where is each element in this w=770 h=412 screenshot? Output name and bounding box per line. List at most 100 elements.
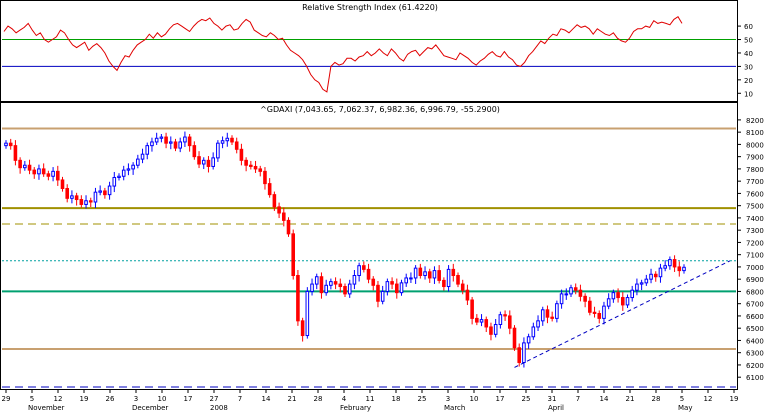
candle-body — [201, 159, 206, 165]
candle-body — [13, 145, 18, 161]
candle-body — [404, 277, 409, 284]
candle-body — [84, 200, 88, 205]
candle-body — [385, 281, 390, 292]
candle-body — [493, 324, 498, 335]
price-tick-label: 6700 — [746, 301, 764, 309]
candle-body — [644, 278, 649, 284]
candle-body — [267, 183, 272, 196]
candle-body — [630, 289, 635, 299]
candle-body — [456, 275, 460, 285]
candle-body — [23, 164, 27, 169]
candle-body — [390, 281, 394, 285]
x-day-label: 14 — [262, 395, 271, 403]
candle-body — [672, 259, 677, 268]
candle-body — [32, 169, 37, 175]
candle-body — [121, 169, 126, 177]
x-day-label: 17 — [496, 395, 505, 403]
candle-body — [286, 219, 291, 235]
candle-body — [79, 199, 84, 205]
candle-body — [18, 159, 22, 169]
x-day-label: 10 — [470, 395, 479, 403]
candle-body — [475, 317, 479, 323]
candle-body — [545, 309, 550, 318]
candle-body — [427, 271, 432, 279]
candle-body — [677, 266, 682, 272]
candle-body — [460, 283, 465, 291]
candle-body — [136, 158, 140, 166]
candle-body — [93, 191, 98, 203]
price-tick-label: 6600 — [746, 313, 764, 321]
x-day-label: 7 — [576, 395, 580, 403]
candle-body — [192, 145, 197, 158]
price-tick-label: 7800 — [746, 166, 764, 174]
candle-body — [352, 275, 357, 285]
candle-body — [357, 265, 361, 277]
candle-body — [338, 283, 343, 288]
candle-body — [70, 195, 74, 199]
candle-body — [380, 290, 385, 302]
candle-body — [103, 190, 107, 196]
candle-body — [399, 282, 404, 294]
candle-body — [244, 159, 248, 166]
candle-body — [682, 266, 686, 272]
candle-body — [333, 281, 338, 285]
candle-body — [588, 300, 592, 313]
candle-body — [117, 175, 121, 178]
candle-body — [418, 267, 423, 277]
candle-body — [423, 271, 427, 277]
candle-body — [512, 327, 517, 349]
x-day-label: 5 — [30, 395, 34, 403]
candle-body — [616, 292, 620, 299]
candle-body — [602, 305, 606, 319]
rsi-tick-label: 10 — [744, 90, 753, 98]
rsi-line — [3, 15, 683, 93]
price-tick-label: 7000 — [746, 264, 764, 272]
price-tick-label: 6200 — [746, 362, 764, 370]
candle-body — [145, 145, 150, 155]
candle-body — [220, 140, 225, 144]
candle-body — [413, 267, 418, 279]
x-month-label: 2008 — [210, 404, 228, 412]
x-day-label: 19 — [80, 395, 89, 403]
candle-body — [668, 259, 672, 267]
candle-body — [446, 268, 451, 288]
candle-body — [653, 273, 658, 278]
candle-body — [362, 265, 366, 270]
candle-body — [225, 137, 230, 142]
candle-body — [258, 168, 263, 172]
candle-body — [437, 270, 441, 281]
candle-body — [503, 314, 507, 317]
candle-body — [296, 275, 300, 322]
price-tick-label: 8200 — [746, 117, 764, 125]
candle-body — [564, 293, 569, 296]
candle-body — [263, 170, 267, 185]
x-day-label: 28 — [652, 395, 661, 403]
candle-body — [597, 312, 602, 319]
axis-layer: 29 5 12 19 26 3 10 17 27 7 14 21 28 4 11 18 25 3 10 17 25 31 7… — [2, 389, 738, 412]
price-tick-label: 6100 — [746, 374, 764, 382]
candle-body — [277, 206, 281, 214]
x-day-label: 3 — [446, 395, 450, 403]
candle-body — [249, 164, 253, 167]
candle-body — [37, 168, 41, 175]
candle-body — [376, 284, 380, 302]
price-tick-label: 6800 — [746, 288, 764, 296]
price-tick-label: 7400 — [746, 215, 764, 223]
rsi-tick-label: 60 — [744, 23, 753, 31]
price-tick-label: 6900 — [746, 276, 764, 284]
candle-body — [65, 188, 70, 199]
candle-body — [74, 195, 79, 201]
price-tick-label: 7200 — [746, 239, 764, 247]
x-day-label: 11 — [366, 395, 375, 403]
price-tick-label: 6500 — [746, 325, 764, 333]
candle-body — [479, 319, 484, 323]
candle-body — [305, 290, 310, 337]
x-day-label: 27 — [210, 395, 219, 403]
price-tick-label: 7700 — [746, 178, 764, 186]
x-month-label: April — [548, 404, 564, 412]
candle-body — [484, 319, 489, 328]
candle-body — [319, 276, 324, 294]
candle-body — [536, 320, 540, 328]
candle-body — [197, 156, 201, 165]
